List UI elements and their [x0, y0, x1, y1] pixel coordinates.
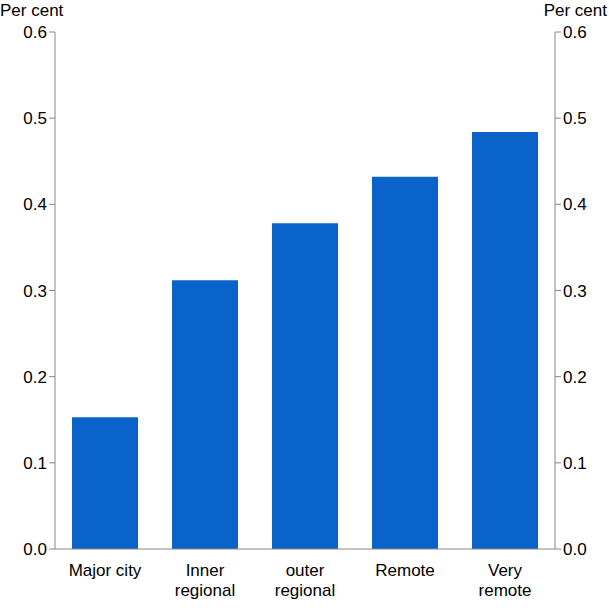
- html-text:Per cent: Per cent: [543, 1, 607, 20]
- svg-text:Innerregional: Innerregional: [175, 561, 236, 600]
- svg-text:0.0: 0.0: [563, 540, 587, 559]
- svg-text:0.2: 0.2: [563, 368, 587, 387]
- html-text:Per cent: Per cent: [0, 1, 64, 20]
- svg-text:outerregional: outerregional: [275, 561, 336, 600]
- svg-text:0.2: 0.2: [23, 368, 47, 387]
- svg-text:Major city: Major city: [69, 561, 142, 580]
- svg-text:0.0: 0.0: [23, 540, 47, 559]
- svg-text:Veryremote: Veryremote: [479, 561, 532, 600]
- svg-text:0.1: 0.1: [563, 454, 587, 473]
- svg-text:0.4: 0.4: [563, 195, 587, 214]
- svg-text:0.6: 0.6: [23, 23, 47, 42]
- svg-text:0.3: 0.3: [23, 282, 47, 301]
- svg-text:0.5: 0.5: [23, 109, 47, 128]
- svg-text:Remote: Remote: [375, 561, 435, 580]
- svg-text:0.4: 0.4: [23, 195, 47, 214]
- svg-text:0.3: 0.3: [563, 282, 587, 301]
- svg-text:0.1: 0.1: [23, 454, 47, 473]
- svg-text:0.5: 0.5: [563, 109, 587, 128]
- svg-text:0.6: 0.6: [563, 23, 587, 42]
